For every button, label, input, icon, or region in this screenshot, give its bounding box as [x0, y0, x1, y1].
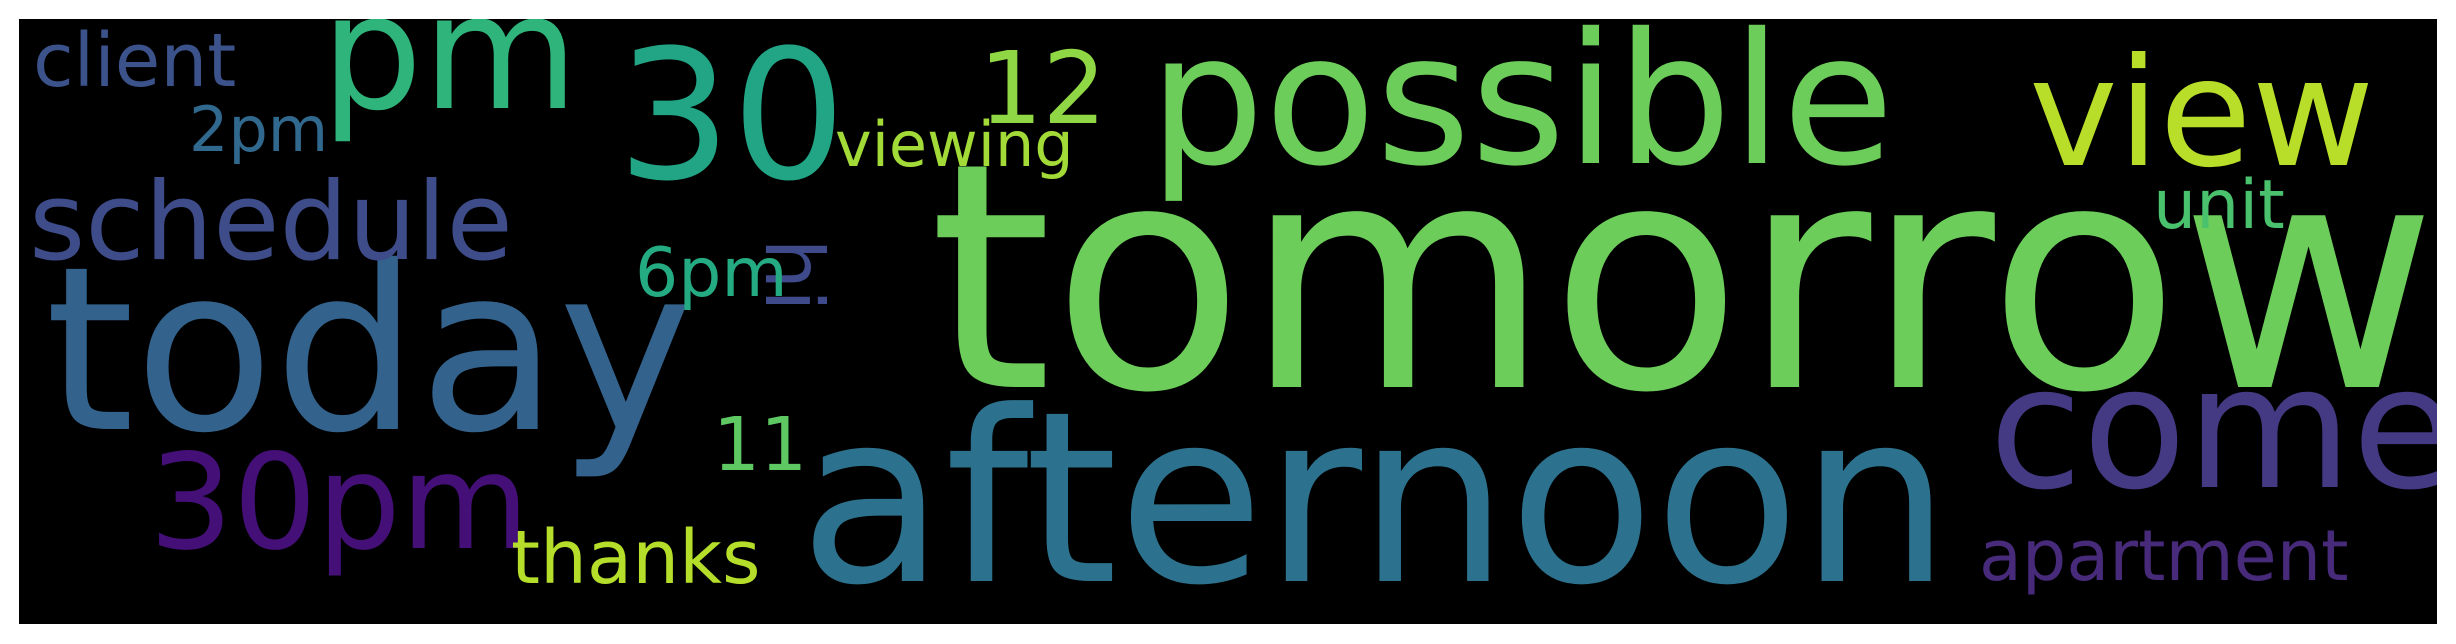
- word-come: come: [1989, 330, 2437, 528]
- word-view: view: [2029, 27, 2375, 201]
- word-30pm: 30pm: [149, 426, 530, 580]
- word-thanks: thanks: [511, 515, 761, 601]
- word-afternoon: afternoon: [799, 361, 1951, 624]
- word-11: 11: [713, 402, 808, 488]
- word-6pm: 6pm: [635, 234, 788, 313]
- word-2pm: 2pm: [189, 93, 329, 166]
- word-30: 30: [617, 19, 847, 221]
- word-tomorrow: tomorrow: [929, 97, 2437, 462]
- word-viewing: viewing: [835, 108, 1074, 181]
- word-today: today: [45, 217, 694, 483]
- word-unit: unit: [2153, 166, 2285, 245]
- word-cloud: tomorrow afternoon today possible come v…: [19, 19, 2437, 624]
- word-pm: pm: [321, 19, 579, 146]
- word-schedule: schedule: [29, 160, 513, 285]
- word-possible: possible: [1149, 19, 1895, 206]
- word-apartment: apartment: [1979, 515, 2349, 597]
- word-12: 12: [979, 30, 1107, 147]
- word-client: client: [33, 19, 237, 104]
